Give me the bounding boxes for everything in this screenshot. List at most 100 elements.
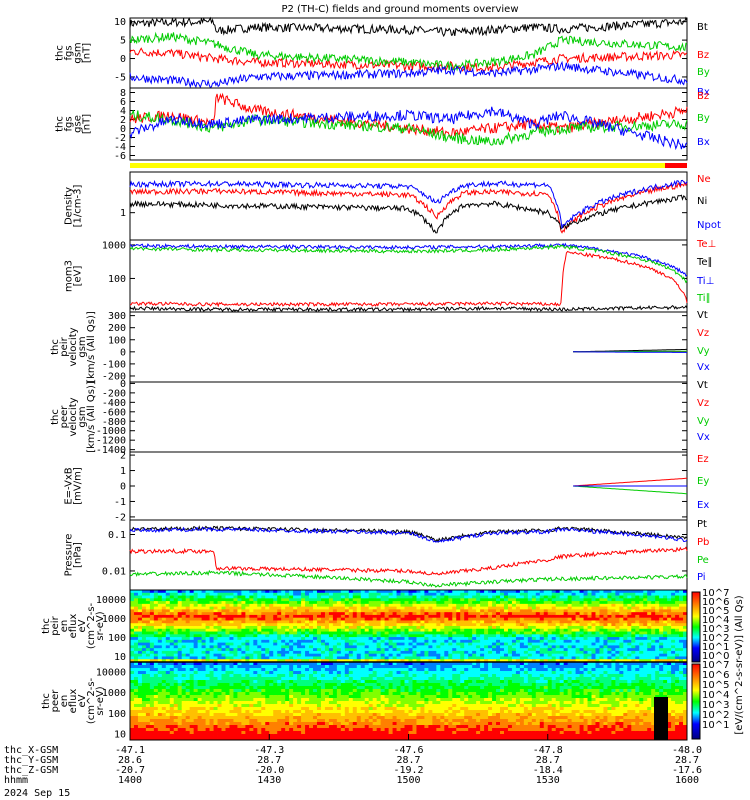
spec-cell: [157, 692, 163, 696]
spec-cell: [257, 683, 262, 687]
spec-cell: [400, 653, 405, 657]
spec-cell: [145, 695, 151, 699]
spec-cell: [328, 648, 334, 652]
spec-cell: [257, 707, 262, 711]
spec-cell: [352, 637, 358, 641]
spec-cell: [221, 704, 226, 708]
spec-cell: [595, 620, 600, 624]
spec-cell: [627, 603, 632, 608]
spec-cell: [448, 626, 453, 630]
spec-cell: [543, 606, 549, 610]
spec-cell: [579, 645, 584, 649]
spec-cell: [579, 603, 584, 608]
spec-cell: [185, 662, 191, 666]
spec-cell: [583, 628, 588, 632]
spec-cell: [305, 603, 310, 608]
spec-cell: [265, 648, 270, 652]
spec-cell: [364, 653, 370, 657]
spec-cell: [145, 731, 151, 735]
spec-cell: [273, 648, 278, 652]
spec-cell: [197, 595, 203, 599]
spec-cell: [177, 665, 183, 669]
spec-cell: [261, 689, 266, 693]
spec-cell: [205, 659, 210, 663]
spec-cell: [535, 601, 541, 605]
spec-cell: [189, 653, 195, 657]
spec-cell: [181, 710, 187, 714]
spec-cell: [531, 601, 537, 605]
spec-cell: [181, 737, 187, 741]
spec-cell: [189, 728, 195, 732]
spec-cell: [571, 606, 576, 610]
spec-cell: [177, 671, 183, 675]
spec-cell: [392, 659, 397, 663]
spec-cell: [492, 614, 497, 619]
spec-cell: [157, 686, 163, 690]
spec-cell: [185, 659, 191, 663]
spec-cell: [683, 620, 688, 624]
spec-cell: [313, 637, 318, 641]
spec-cell: [297, 601, 302, 605]
spec-cell: [269, 734, 274, 738]
spec-cell: [141, 598, 147, 602]
spec-cell: [587, 631, 592, 635]
spec-cell: [631, 590, 636, 594]
spec-cell: [667, 598, 672, 602]
spec-cell: [523, 642, 529, 646]
spec-cell: [141, 656, 147, 660]
spec-cell: [492, 639, 497, 644]
spec-cell: [464, 612, 469, 616]
spec-cell: [460, 598, 465, 602]
spec-cell: [619, 606, 624, 610]
spec-cell: [237, 716, 242, 720]
spec-cell: [348, 628, 354, 632]
spec-cell: [523, 601, 529, 605]
spec-cell: [221, 650, 226, 655]
spec-cell: [137, 620, 143, 624]
spec-cell: [265, 609, 270, 613]
spec-cell: [241, 665, 246, 669]
spec-cell: [555, 659, 561, 663]
spec-cell: [348, 612, 354, 616]
spec-cell: [233, 637, 238, 641]
spec-cell: [472, 628, 477, 632]
spec-cell: [675, 653, 680, 657]
spec-cell: [193, 612, 199, 616]
spec-cell: [157, 731, 163, 735]
spec-cell: [595, 598, 600, 602]
spec-cell: [679, 598, 684, 602]
spec-cell: [289, 668, 294, 672]
spec-cell: [297, 731, 302, 735]
panel-frame: [129, 381, 688, 453]
spec-cell: [563, 606, 569, 610]
spec-cell: [400, 648, 405, 652]
spec-cell: [647, 628, 652, 632]
spec-cell: [145, 665, 151, 669]
spec-cell: [496, 614, 501, 619]
spec-cell: [281, 698, 286, 702]
spec-cell: [388, 653, 393, 657]
spec-cell: [627, 645, 632, 649]
spec-cell: [209, 719, 214, 723]
spec-cell: [348, 634, 354, 638]
spec-cell: [205, 626, 210, 630]
spec-cell: [265, 590, 270, 594]
spec-cell: [145, 648, 151, 652]
spec-cell: [344, 603, 350, 608]
spec-cell: [555, 639, 561, 644]
spec-cell: [165, 634, 171, 638]
spec-cell: [237, 637, 242, 641]
spec-cell: [452, 617, 457, 621]
spec-cell: [201, 656, 206, 660]
spec-cell: [185, 626, 191, 630]
spec-cell: [205, 617, 210, 621]
spec-cell: [380, 614, 386, 619]
ytick-label: 0: [120, 124, 126, 135]
spec-cell: [340, 598, 346, 602]
spec-cell: [452, 620, 457, 624]
spec-cell: [535, 620, 541, 624]
spec-cell: [392, 631, 397, 635]
spec-cell: [185, 603, 191, 608]
spec-cell: [137, 595, 143, 599]
spec-cell: [432, 650, 437, 655]
